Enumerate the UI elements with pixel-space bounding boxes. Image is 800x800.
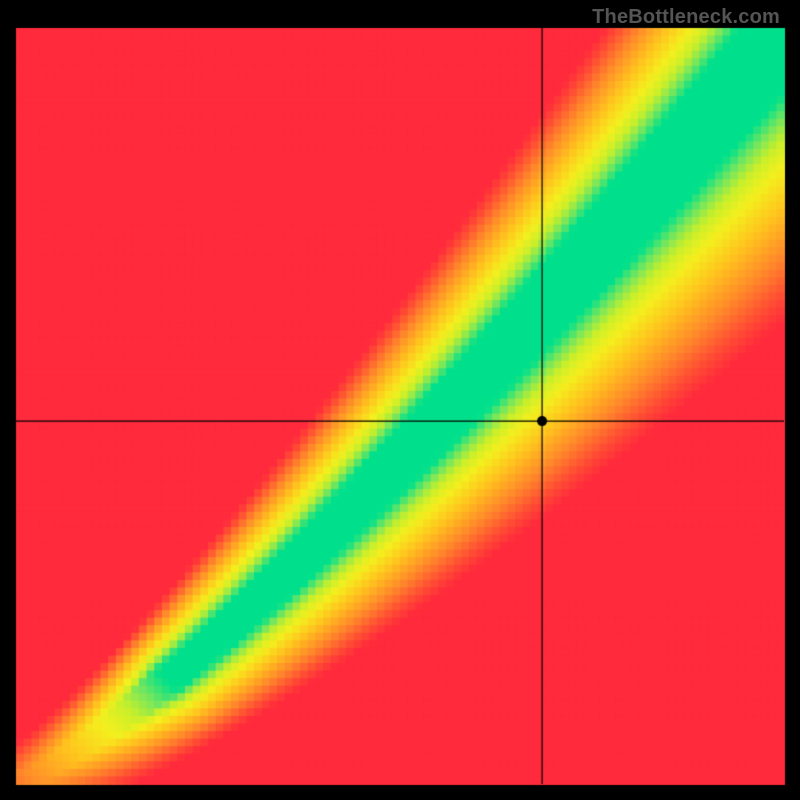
source-watermark: TheBottleneck.com (592, 6, 780, 29)
bottleneck-heatmap (0, 0, 800, 800)
chart-container: TheBottleneck.com (0, 0, 800, 800)
